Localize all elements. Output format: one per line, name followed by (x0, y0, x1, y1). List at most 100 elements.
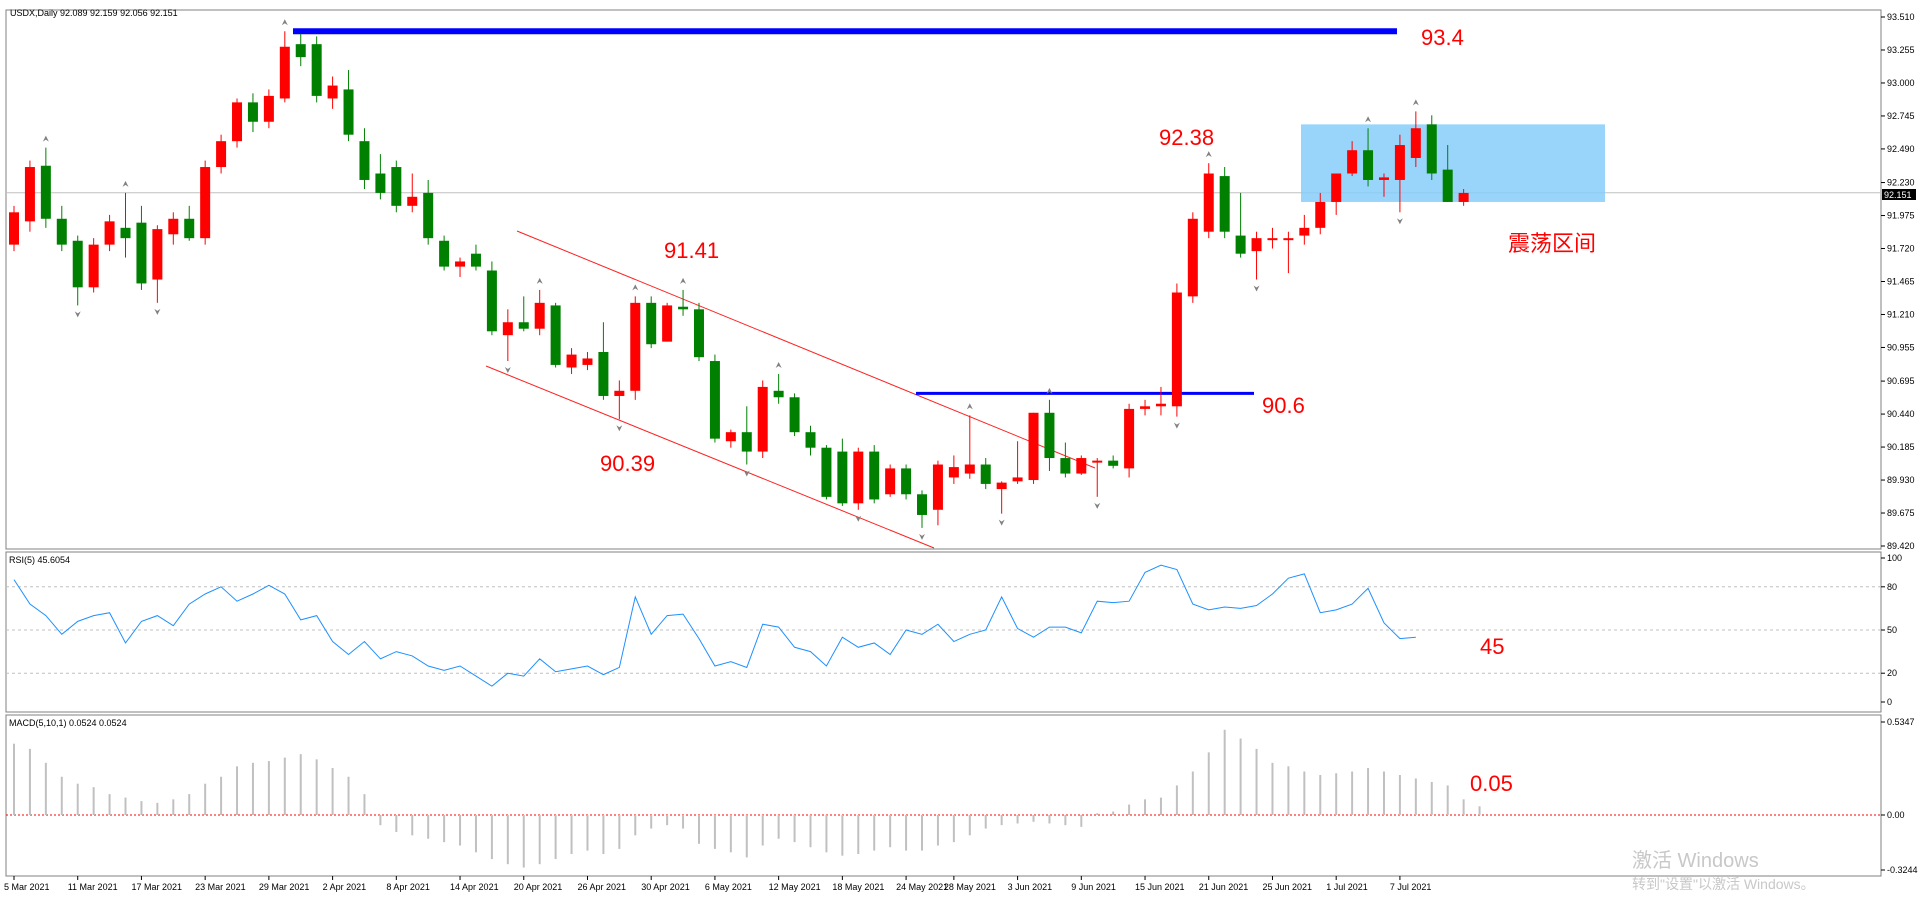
candle (1012, 441, 1023, 484)
time-tick-label: 18 May 2021 (832, 882, 884, 892)
time-tick-label: 8 Apr 2021 (386, 882, 430, 892)
candlesticks (9, 31, 1469, 528)
candle-body (837, 451, 848, 504)
candle-body (311, 44, 322, 96)
time-tick-label: 11 Mar 2021 (68, 882, 118, 892)
time-tick-label: 26 Apr 2021 (577, 882, 626, 892)
candle-body (598, 351, 609, 396)
fractal-down-marker (998, 519, 1005, 526)
candle-body (1331, 173, 1342, 202)
fractal-down-marker (1094, 502, 1101, 509)
candle (311, 36, 322, 103)
price-tick-label: 93.000 (1887, 78, 1915, 88)
candle (805, 425, 816, 456)
fractal-down-marker (919, 533, 926, 540)
candle (1363, 128, 1374, 187)
candle (470, 244, 481, 271)
candle (853, 447, 864, 510)
rsi-label: RSI(5) 45.6054 (9, 555, 70, 565)
candle (1267, 227, 1278, 249)
candle (869, 445, 880, 504)
candle-body (948, 467, 959, 478)
candle-body (996, 482, 1007, 490)
candle (1442, 145, 1453, 202)
candle (901, 464, 912, 500)
time-tick-label: 21 Jun 2021 (1199, 882, 1249, 892)
macd-tick-label: 0.5347 (1887, 717, 1915, 727)
candle-body (279, 46, 290, 99)
candle (247, 93, 258, 133)
candle-body (9, 212, 19, 245)
price-tick-label: 92.490 (1887, 144, 1915, 154)
candle-body (120, 227, 131, 239)
candle-body (534, 302, 545, 329)
candle (359, 128, 370, 190)
rsi-tick-label: 100 (1887, 553, 1902, 563)
candle-body (1378, 177, 1389, 180)
price-channel (485, 230, 1096, 549)
candle (1299, 214, 1310, 245)
price-tick-label: 93.510 (1887, 12, 1915, 22)
candle-body (455, 261, 466, 267)
candle-body (152, 229, 163, 280)
macd-tick-label: 0.00 (1887, 810, 1905, 820)
candle-body (1410, 128, 1421, 158)
candle (327, 76, 338, 109)
candle (1060, 442, 1071, 478)
price-tick-label: 89.930 (1887, 475, 1915, 485)
fractal-down-marker (616, 425, 623, 432)
annotation-channel-low: 90.39 (600, 451, 655, 476)
price-tick-label: 89.675 (1887, 508, 1915, 518)
range-box-rect (1301, 124, 1605, 202)
candle (725, 429, 736, 448)
fractal-down-marker (1396, 218, 1403, 225)
candle-body (709, 361, 720, 439)
fractal-down-marker (154, 308, 161, 315)
window-title: USDX,Daily 92.089 92.159 92.056 92.151 (10, 8, 178, 18)
fractal-down-marker (74, 311, 81, 318)
candle-body (757, 386, 768, 452)
rsi-tick-label: 20 (1887, 668, 1897, 678)
candle-body (375, 173, 386, 193)
candle-body (885, 468, 896, 495)
time-tick-label: 28 May 2021 (944, 882, 996, 892)
time-tick-label: 2 Apr 2021 (323, 882, 367, 892)
current-price-tag (1882, 189, 1916, 200)
fractal-up-marker (122, 180, 129, 187)
rsi-last-label: 45 (1480, 634, 1504, 659)
macd-tick-label: -0.3244 (1887, 865, 1918, 875)
candle (279, 31, 290, 103)
price-tick-label: 90.695 (1887, 376, 1915, 386)
candle (216, 134, 227, 174)
fractal-down-marker (1253, 285, 1260, 292)
candle-body (821, 447, 832, 497)
candle (24, 160, 35, 232)
candle (1394, 134, 1405, 213)
price-tick-label: 91.465 (1887, 277, 1915, 287)
price-tick-label: 92.745 (1887, 111, 1915, 121)
candle (741, 406, 752, 465)
fractal-up-marker (536, 277, 543, 284)
candle (1171, 283, 1182, 417)
candle (1092, 458, 1103, 497)
candle (1124, 403, 1135, 478)
candle (917, 490, 928, 528)
fractal-down-marker (743, 470, 750, 477)
candle-body (630, 302, 641, 391)
price-tick-label: 91.720 (1887, 244, 1915, 254)
candle (1203, 163, 1214, 239)
candle-body (869, 451, 880, 500)
candle-body (582, 358, 593, 365)
price-tick-label: 90.955 (1887, 342, 1915, 352)
current-price-value: 92.151 (1884, 190, 1912, 200)
rsi-line (13, 564, 1416, 687)
candle (423, 179, 434, 245)
candle (263, 89, 274, 129)
candle (1331, 173, 1342, 215)
candle (534, 289, 545, 336)
fractal-up-marker (281, 19, 288, 26)
macd-last-label: 0.05 (1470, 771, 1513, 796)
candle (1235, 192, 1246, 258)
level-lines (293, 28, 1397, 395)
candle-body (1283, 238, 1294, 241)
